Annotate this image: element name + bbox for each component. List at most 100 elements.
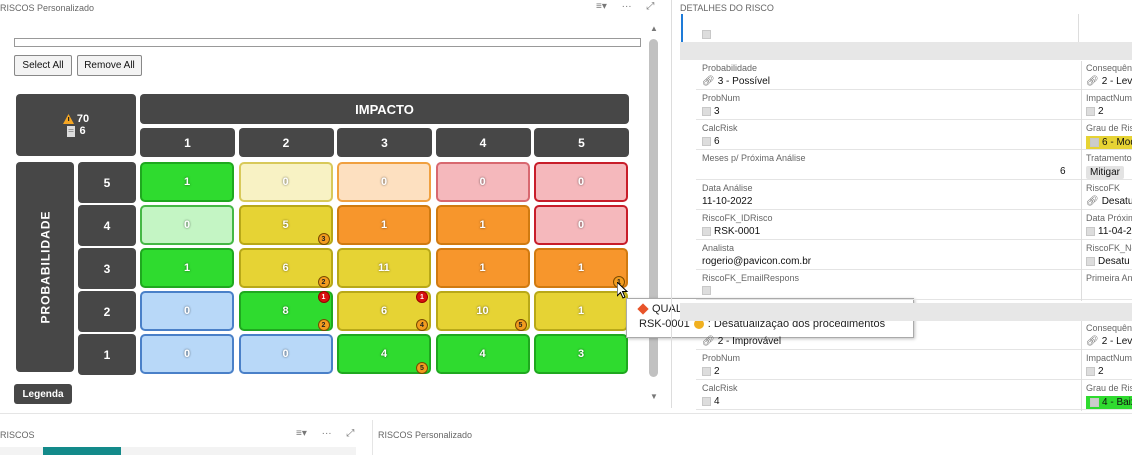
col-divider	[1081, 121, 1082, 151]
field-label: Probabilidade	[702, 63, 758, 73]
select-all-button[interactable]: Select All	[14, 55, 72, 76]
matrix-cell-p5-i2[interactable]: 0	[238, 162, 333, 202]
row-separator	[696, 179, 1132, 180]
matrix-cell-p5-i4[interactable]: 0	[435, 162, 530, 202]
remove-all-button[interactable]: Remove All	[77, 55, 142, 76]
matrix-cell-p2-i5[interactable]: 1	[534, 291, 628, 331]
matrix-cell-p2-i1[interactable]: 0	[140, 291, 234, 331]
left-scrollbar[interactable]: ▲ ▼	[648, 24, 660, 408]
field-label: RiscoFK_No	[1086, 243, 1132, 253]
matrix-cell-p1-i5[interactable]: 3	[534, 334, 628, 374]
active-column	[43, 447, 121, 455]
risk-dot-icon	[693, 319, 704, 329]
prob-row-2: 2	[78, 291, 136, 332]
matrix-cell-p5-i3[interactable]: 0	[337, 162, 431, 202]
matrix-cell-p1-i2[interactable]: 0	[238, 334, 333, 374]
bottom-col-divider	[372, 420, 373, 455]
impact-col-4: 4	[435, 128, 531, 157]
filter-textbar[interactable]	[14, 38, 641, 47]
scroll-down-icon[interactable]: ▼	[650, 392, 658, 401]
cell-count: 0	[183, 219, 191, 231]
field-label: Consequên	[1086, 323, 1132, 333]
matrix-cell-p4-i4[interactable]: 1	[435, 205, 530, 245]
scroll-up-icon[interactable]: ▲	[650, 24, 658, 33]
impact-col-5: 5	[534, 128, 629, 157]
col-divider	[1081, 91, 1082, 121]
checkbox-icon	[702, 30, 711, 39]
cell-count: 0	[282, 348, 289, 360]
cell-count: 1	[183, 176, 191, 188]
checkbox-icon	[702, 367, 711, 376]
risk-badge[interactable]: 3	[317, 233, 330, 245]
mouse-cursor-icon	[617, 282, 629, 299]
field-label: ImpactNum	[1086, 93, 1132, 103]
matrix-cell-p5-i1[interactable]: 1	[140, 162, 234, 202]
col-divider	[1081, 271, 1082, 301]
cell-count: 5	[282, 219, 289, 231]
details-top-row	[696, 28, 1132, 42]
matrix-cell-p2-i4[interactable]: 10 5	[435, 291, 530, 331]
alert-badge[interactable]: 1	[416, 291, 428, 303]
matrix-cell-p1-i4[interactable]: 4	[435, 334, 530, 374]
field-value: RSK-0001	[702, 226, 760, 237]
expand-icon[interactable]: ⤢	[346, 428, 355, 439]
matrix-cell-p3-i3[interactable]: 11	[337, 248, 431, 288]
risk-badge[interactable]: 4	[416, 319, 428, 331]
field-label: Data Análise	[702, 183, 753, 193]
field-label: ProbNum	[702, 353, 741, 363]
matrix-cell-p2-i2[interactable]: 8 1 2	[238, 291, 333, 331]
link-icon: 🔗︎	[1086, 76, 1099, 87]
filter-icon[interactable]: ≡▾	[596, 1, 607, 12]
cell-count: 10	[476, 305, 489, 317]
impact-header: IMPACTO	[140, 94, 629, 124]
field-value: 11-10-2022	[702, 196, 753, 207]
matrix-cell-p4-i5[interactable]: 0	[534, 205, 628, 245]
more-icon[interactable]: ···	[621, 1, 632, 12]
group-header-2	[680, 303, 1132, 321]
treatment-tag: Mitigar	[1086, 166, 1125, 179]
checkbox-icon	[702, 137, 711, 146]
field-label: ProbNum	[702, 93, 741, 103]
risk-badge[interactable]: 2	[317, 276, 330, 288]
checkbox-icon	[1086, 227, 1095, 236]
risk-badge[interactable]: 2	[317, 319, 330, 331]
filter-icon[interactable]: ≡▾	[296, 428, 307, 439]
row-separator	[696, 209, 1132, 210]
matrix-cell-p4-i1[interactable]: 0	[140, 205, 234, 245]
probability-header: PROBABILIDADE	[16, 162, 74, 372]
field-label: RiscoFK	[1086, 183, 1121, 193]
risk-badge[interactable]: 5	[514, 319, 527, 331]
field-label: Data Próxim	[1086, 213, 1132, 223]
row-separator	[696, 409, 1132, 410]
cell-count: 1	[577, 305, 585, 317]
cell-count: 6	[282, 262, 289, 274]
field-value: rogerio@pavicon.com.br	[702, 256, 812, 267]
matrix-cell-p5-i5[interactable]: 0	[534, 162, 628, 202]
matrix-cell-p3-i4[interactable]: 1	[435, 248, 530, 288]
cell-count: 0	[183, 305, 191, 317]
cell-count: 4	[479, 348, 486, 360]
field-value: Desatu	[1086, 256, 1130, 267]
cell-count: 0	[577, 176, 585, 188]
legend-button[interactable]: Legenda	[14, 384, 72, 404]
details-title: DETALHES DO RISCO	[680, 3, 774, 13]
alert-badge[interactable]: 1	[317, 291, 330, 303]
bottom-table-header	[0, 447, 356, 455]
prob-row-3: 3	[78, 248, 136, 289]
risk-grade-value: 4 - Baix	[1086, 396, 1132, 409]
expand-icon[interactable]: ⤢	[646, 1, 655, 12]
tooltip-risk: RSK-0001 : Desatualização dos procedimen…	[639, 318, 886, 330]
panel-divider	[671, 0, 672, 408]
matrix-cell-p3-i1[interactable]: 1	[140, 248, 234, 288]
matrix-cell-p2-i3[interactable]: 6 1 4	[337, 291, 431, 331]
scroll-thumb[interactable]	[649, 39, 658, 377]
matrix-cell-p1-i1[interactable]: 0	[140, 334, 234, 374]
field-value: 2	[702, 366, 720, 377]
risk-badge[interactable]: 5	[416, 362, 428, 374]
matrix-cell-p4-i3[interactable]: 1	[337, 205, 431, 245]
more-icon[interactable]: ···	[321, 428, 332, 439]
